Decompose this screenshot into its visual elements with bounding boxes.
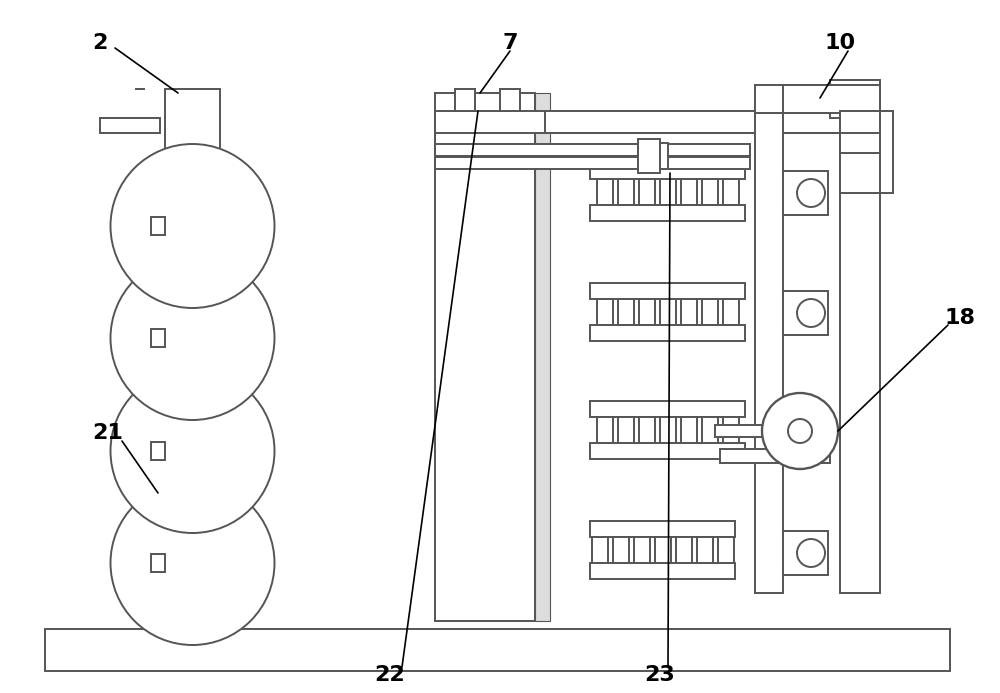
- Circle shape: [797, 417, 825, 445]
- Bar: [151, 217, 165, 235]
- Text: 18: 18: [944, 308, 976, 328]
- Bar: [639, 299, 654, 325]
- Circle shape: [762, 393, 838, 469]
- Circle shape: [110, 481, 274, 645]
- Bar: [783, 409, 828, 453]
- Circle shape: [797, 179, 825, 207]
- Bar: [676, 537, 692, 563]
- Bar: [618, 417, 634, 443]
- Bar: [783, 85, 880, 113]
- Bar: [718, 537, 734, 563]
- Circle shape: [797, 299, 825, 327]
- Bar: [590, 325, 745, 341]
- Bar: [535, 93, 550, 621]
- Bar: [500, 89, 520, 111]
- Bar: [45, 629, 950, 671]
- Bar: [151, 554, 165, 572]
- Bar: [435, 144, 750, 156]
- Bar: [590, 205, 745, 221]
- Text: 2: 2: [92, 33, 108, 53]
- Circle shape: [110, 144, 274, 308]
- Bar: [680, 417, 696, 443]
- Bar: [435, 157, 750, 169]
- Bar: [100, 118, 160, 133]
- Bar: [783, 531, 828, 575]
- Bar: [596, 417, 612, 443]
- Circle shape: [110, 256, 274, 420]
- Bar: [875, 111, 893, 193]
- Bar: [660, 299, 676, 325]
- Bar: [596, 179, 612, 205]
- Bar: [618, 299, 634, 325]
- Bar: [755, 113, 783, 593]
- Bar: [592, 537, 608, 563]
- Bar: [702, 179, 718, 205]
- Bar: [435, 111, 855, 133]
- Circle shape: [797, 539, 825, 567]
- Bar: [545, 111, 855, 133]
- Bar: [455, 89, 475, 111]
- Bar: [840, 111, 880, 193]
- Circle shape: [110, 369, 274, 533]
- Bar: [783, 291, 828, 335]
- Bar: [638, 139, 660, 173]
- Bar: [715, 425, 800, 437]
- Bar: [590, 401, 745, 417]
- Bar: [783, 171, 828, 215]
- Bar: [720, 449, 830, 463]
- Bar: [639, 417, 654, 443]
- Circle shape: [788, 419, 812, 443]
- Text: 23: 23: [645, 665, 675, 685]
- Bar: [596, 299, 612, 325]
- Bar: [590, 283, 745, 299]
- Bar: [722, 299, 738, 325]
- Bar: [702, 417, 718, 443]
- Bar: [634, 537, 650, 563]
- Bar: [696, 537, 712, 563]
- Bar: [660, 143, 668, 169]
- Bar: [755, 85, 880, 113]
- Text: 10: 10: [824, 33, 856, 53]
- Bar: [660, 179, 676, 205]
- Bar: [639, 179, 654, 205]
- Bar: [654, 537, 670, 563]
- Bar: [660, 417, 676, 443]
- Bar: [702, 299, 718, 325]
- Bar: [840, 131, 880, 593]
- Bar: [590, 443, 745, 459]
- Bar: [722, 179, 738, 205]
- Bar: [618, 179, 634, 205]
- Bar: [590, 563, 735, 579]
- Bar: [590, 521, 735, 537]
- Bar: [612, 537, 629, 563]
- Bar: [680, 179, 696, 205]
- Bar: [722, 417, 738, 443]
- Text: 21: 21: [93, 423, 123, 443]
- Text: 22: 22: [375, 665, 405, 685]
- Bar: [165, 89, 220, 631]
- Bar: [830, 80, 880, 118]
- Bar: [590, 163, 745, 179]
- Bar: [680, 299, 696, 325]
- Text: 7: 7: [502, 33, 518, 53]
- Bar: [435, 93, 535, 621]
- Bar: [151, 442, 165, 460]
- Bar: [151, 329, 165, 347]
